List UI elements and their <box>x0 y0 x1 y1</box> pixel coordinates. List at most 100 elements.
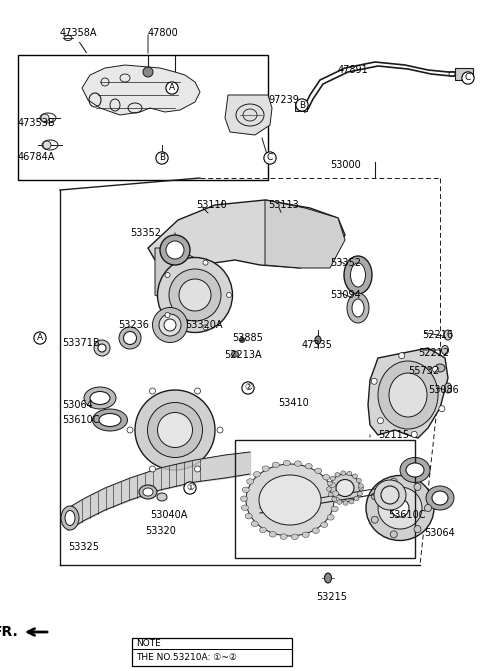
Ellipse shape <box>366 476 434 541</box>
Ellipse shape <box>41 114 49 122</box>
Ellipse shape <box>343 501 348 505</box>
Text: 47800: 47800 <box>148 28 179 38</box>
Ellipse shape <box>169 269 221 321</box>
Ellipse shape <box>350 263 365 287</box>
Ellipse shape <box>298 105 306 111</box>
Text: 53325: 53325 <box>68 542 99 552</box>
Ellipse shape <box>165 272 170 278</box>
Ellipse shape <box>149 388 156 394</box>
Ellipse shape <box>328 482 336 488</box>
Text: A: A <box>169 83 175 93</box>
Text: 47335: 47335 <box>302 340 333 350</box>
Ellipse shape <box>179 279 211 311</box>
Text: 53040A: 53040A <box>150 510 187 520</box>
Text: 53064: 53064 <box>62 400 93 410</box>
Ellipse shape <box>259 475 321 525</box>
Ellipse shape <box>439 406 445 412</box>
Polygon shape <box>265 200 345 268</box>
Ellipse shape <box>93 409 128 431</box>
Ellipse shape <box>159 314 181 336</box>
Text: 52212: 52212 <box>418 348 449 358</box>
Ellipse shape <box>272 462 279 468</box>
Ellipse shape <box>324 573 332 583</box>
Text: 52213A: 52213A <box>224 350 262 360</box>
Ellipse shape <box>94 340 110 356</box>
Ellipse shape <box>143 67 153 77</box>
Text: ①: ① <box>186 484 194 493</box>
Ellipse shape <box>119 327 141 349</box>
Text: 53094: 53094 <box>330 290 361 300</box>
Text: 53371B: 53371B <box>62 338 100 348</box>
Ellipse shape <box>305 464 312 469</box>
Ellipse shape <box>371 378 377 384</box>
Ellipse shape <box>251 521 258 527</box>
Ellipse shape <box>371 516 378 523</box>
Ellipse shape <box>344 256 372 294</box>
Polygon shape <box>225 95 272 135</box>
Ellipse shape <box>135 390 215 470</box>
Ellipse shape <box>157 258 232 333</box>
Ellipse shape <box>328 493 333 497</box>
Ellipse shape <box>432 491 448 505</box>
Ellipse shape <box>149 466 156 472</box>
Text: 53110: 53110 <box>196 200 227 210</box>
Ellipse shape <box>332 497 337 501</box>
Text: 53610C: 53610C <box>62 415 99 425</box>
Text: 55732: 55732 <box>408 366 439 376</box>
Ellipse shape <box>347 293 369 323</box>
Ellipse shape <box>356 478 361 482</box>
Text: 47891: 47891 <box>338 65 369 75</box>
Ellipse shape <box>123 331 136 344</box>
Text: 53410: 53410 <box>278 398 309 408</box>
Text: 53885: 53885 <box>232 333 263 343</box>
Ellipse shape <box>357 491 362 496</box>
Ellipse shape <box>153 307 188 342</box>
Ellipse shape <box>231 351 239 357</box>
Ellipse shape <box>326 486 332 491</box>
Ellipse shape <box>166 241 184 259</box>
Ellipse shape <box>295 461 301 466</box>
Ellipse shape <box>157 493 167 501</box>
Ellipse shape <box>349 499 354 504</box>
Ellipse shape <box>98 344 106 352</box>
Text: 46784A: 46784A <box>18 152 55 162</box>
Ellipse shape <box>203 325 208 330</box>
Ellipse shape <box>400 458 430 482</box>
Text: 53320: 53320 <box>145 526 176 536</box>
Ellipse shape <box>157 413 192 448</box>
Bar <box>295 103 307 111</box>
Ellipse shape <box>335 472 340 477</box>
Ellipse shape <box>374 480 406 510</box>
Text: B: B <box>299 101 305 109</box>
Ellipse shape <box>61 506 79 530</box>
Ellipse shape <box>247 478 253 484</box>
Ellipse shape <box>262 466 269 471</box>
Ellipse shape <box>245 513 252 519</box>
Ellipse shape <box>341 471 346 475</box>
Text: 97239: 97239 <box>268 95 299 105</box>
Bar <box>132 638 292 666</box>
Ellipse shape <box>352 474 357 478</box>
Ellipse shape <box>217 427 223 433</box>
Ellipse shape <box>444 383 452 393</box>
Bar <box>455 68 473 80</box>
Ellipse shape <box>432 366 439 372</box>
Ellipse shape <box>352 299 364 317</box>
Text: 53352: 53352 <box>130 228 161 238</box>
Ellipse shape <box>312 528 319 533</box>
Text: C: C <box>267 154 273 162</box>
Ellipse shape <box>302 532 309 537</box>
Ellipse shape <box>260 527 266 533</box>
Ellipse shape <box>442 346 448 354</box>
Ellipse shape <box>194 388 201 394</box>
Text: 53215: 53215 <box>316 592 347 602</box>
Polygon shape <box>368 348 448 438</box>
Ellipse shape <box>165 313 170 317</box>
Ellipse shape <box>390 478 397 485</box>
Ellipse shape <box>327 481 332 486</box>
Text: 53610C: 53610C <box>388 510 425 520</box>
Ellipse shape <box>426 486 454 510</box>
Ellipse shape <box>411 431 417 437</box>
Ellipse shape <box>127 427 133 433</box>
Text: 52216: 52216 <box>422 330 453 340</box>
